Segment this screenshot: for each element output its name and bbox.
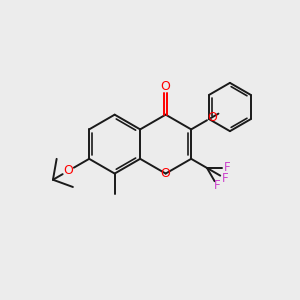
Text: F: F <box>214 179 220 192</box>
Text: F: F <box>221 172 228 185</box>
Text: F: F <box>224 161 231 175</box>
Text: O: O <box>161 167 171 180</box>
Text: O: O <box>63 164 73 177</box>
Text: O: O <box>208 110 218 124</box>
Text: O: O <box>161 80 171 93</box>
